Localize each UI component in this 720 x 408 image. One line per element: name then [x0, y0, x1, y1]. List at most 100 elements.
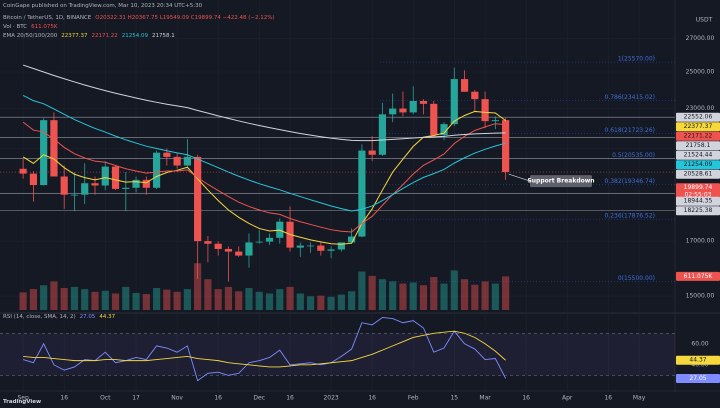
- x-tick-label: Mar: [479, 395, 491, 402]
- candle-body: [91, 183, 99, 186]
- volume-bar: [265, 293, 274, 310]
- candle-body: [245, 242, 253, 256]
- candle-body: [348, 236, 356, 243]
- x-tick-label: 2023: [323, 395, 338, 402]
- price-tag: [676, 196, 720, 206]
- y-tick-label: 17000.00: [686, 238, 715, 245]
- volume-bar: [204, 279, 212, 310]
- publish-note: CoinGape published on TradingView.com, M…: [3, 3, 203, 9]
- volume-bar: [40, 285, 48, 310]
- x-tick-label: Nov: [171, 395, 183, 402]
- price-tag: [676, 206, 720, 216]
- volume-bar: [440, 283, 448, 310]
- candle-body: [173, 156, 181, 166]
- rsi-tag: [676, 373, 720, 383]
- volume-bar: [409, 282, 417, 310]
- price-tag: [676, 112, 720, 122]
- price-tag-label: 18944.35: [684, 198, 713, 205]
- candle-body: [163, 152, 171, 157]
- candle-body: [440, 124, 448, 136]
- annotation-box: [530, 175, 592, 188]
- rsi-ma-line: [23, 330, 506, 368]
- ema-label: EMA 20/50/100/200: [3, 33, 58, 39]
- volume-bar: [111, 293, 120, 310]
- candle-body: [419, 101, 428, 104]
- price-tag: [676, 183, 720, 201]
- rsi-tag-label: 44.37: [689, 357, 706, 364]
- volume-bar: [142, 294, 150, 310]
- volume-bar: [214, 289, 222, 310]
- x-tick-label: 16: [286, 395, 294, 402]
- candle-body: [265, 237, 274, 242]
- volume-label: Vol · BTC: [3, 24, 28, 30]
- candle-body: [317, 245, 325, 251]
- candle-body: [214, 243, 222, 249]
- x-tick-label: 16: [522, 395, 530, 402]
- price-tag: [676, 150, 720, 160]
- fib-label: 0.786(23415.02): [605, 94, 656, 101]
- price-tag: [676, 169, 720, 179]
- fib-label: 0.236(17876.52): [605, 213, 656, 220]
- candle-body: [389, 108, 397, 115]
- volume-bar: [460, 279, 469, 310]
- volume-readout: 611.075K: [31, 24, 58, 30]
- price-tag-label: 22552.06: [684, 114, 713, 121]
- volume-bar: [224, 286, 233, 310]
- x-tick-label: 16: [60, 395, 68, 402]
- volume-bar: [306, 296, 315, 310]
- fib-label: 0.618(21723.26): [605, 127, 656, 134]
- volume-bar: [368, 275, 376, 310]
- candle-body: [50, 120, 58, 177]
- volume-tag: [676, 271, 720, 281]
- candle-body: [132, 179, 140, 188]
- candle-body: [70, 194, 79, 196]
- volume-bar: [450, 270, 458, 310]
- annotation-text: Support Breakdown: [527, 178, 594, 185]
- volume-bar: [255, 291, 263, 310]
- x-tick-label: 15: [450, 395, 458, 402]
- x-tick-label: Feb: [408, 395, 419, 402]
- footer-text: TradingView: [3, 399, 42, 405]
- candle-body: [460, 79, 469, 92]
- volume-bar: [152, 288, 161, 310]
- footer-logo: TradingView: [3, 398, 45, 407]
- volume-bar: [60, 288, 68, 310]
- volume-bar: [471, 284, 479, 310]
- volume-bar: [389, 281, 397, 310]
- candle-body: [60, 176, 68, 195]
- volume-bar: [327, 296, 335, 310]
- ema-readout: 21254.09: [121, 33, 149, 39]
- x-tick-label: Sep: [17, 395, 29, 402]
- volume-bar: [419, 285, 428, 310]
- candle-body: [29, 173, 37, 186]
- candle-body: [111, 166, 120, 189]
- rsi-tag-label: 27.05: [689, 375, 706, 382]
- volume-tag-label: 611.075K: [684, 273, 714, 280]
- volume-bar: [378, 279, 387, 310]
- volume-bar: [348, 291, 356, 310]
- candle-body: [142, 179, 150, 188]
- rsi-ma-readout: 44.37: [99, 314, 116, 320]
- ema-readout: 22377.37: [61, 33, 88, 39]
- fib-label: 0(15500.00): [618, 275, 655, 282]
- rsi-label: RSI (14, close, SMA, 14, 2): [3, 314, 76, 320]
- price-tag: [676, 160, 720, 170]
- price-tag-label: 21758.1: [686, 142, 711, 149]
- volume-bar: [163, 289, 171, 310]
- candle-body: [296, 245, 304, 248]
- volume-bar: [122, 286, 130, 310]
- volume-bar: [81, 289, 89, 310]
- candle-body: [368, 150, 376, 155]
- rsi-tick-label: 60.00: [691, 340, 708, 347]
- rsi-tick-label: 40.00: [691, 361, 708, 368]
- candle-body: [224, 248, 233, 252]
- volume-bar: [132, 292, 140, 310]
- volume-bar: [235, 291, 243, 310]
- rsi-band: [0, 333, 675, 376]
- price-tag-label: 22171.22: [684, 133, 713, 140]
- candle-body: [101, 166, 109, 186]
- price-tag: [676, 122, 720, 132]
- candle-body: [81, 183, 89, 195]
- header-volume: Vol · BTC 611.075K: [3, 23, 61, 32]
- countdown: 02:55:03: [685, 192, 712, 199]
